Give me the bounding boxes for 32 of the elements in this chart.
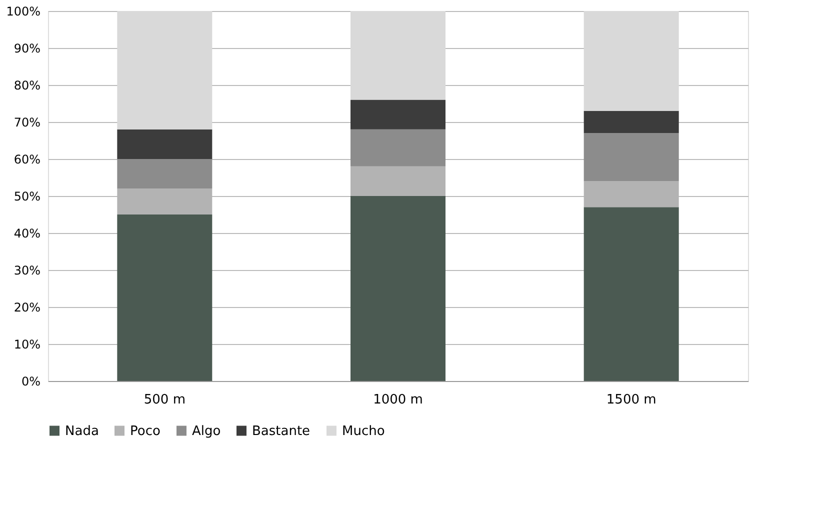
x-tick-label: 1500 m — [606, 392, 656, 408]
y-tick-label: 30% — [14, 264, 40, 278]
y-tick-label: 40% — [14, 226, 40, 240]
y-tick-label: 10% — [14, 338, 40, 352]
y-tick-label: 50% — [14, 190, 40, 204]
y-tick-label: 100% — [6, 4, 40, 18]
bar — [117, 159, 212, 189]
bar — [350, 11, 446, 100]
x-tick-label: 1000 m — [373, 392, 423, 408]
bar — [117, 129, 212, 159]
y-tick-label: 90% — [14, 42, 40, 56]
bar — [350, 166, 446, 196]
bar — [584, 207, 679, 381]
bar — [117, 11, 212, 130]
y-tick-label: 70% — [14, 116, 40, 130]
legend-label: Bastante — [252, 424, 310, 439]
bar — [584, 110, 679, 134]
y-tick-label: 60% — [14, 152, 40, 166]
legend-label: Poco — [130, 424, 160, 439]
legend-label: Nada — [65, 424, 99, 439]
y-tick-label: 20% — [14, 300, 40, 314]
legend-label: Mucho — [342, 424, 385, 439]
bar — [350, 196, 446, 381]
bar — [584, 133, 679, 182]
bar — [350, 100, 446, 130]
y-tick-label: 80% — [14, 78, 40, 92]
y-tick-label: 0% — [21, 374, 40, 388]
legend-label: Algo — [192, 424, 221, 439]
bar — [350, 129, 446, 166]
bar — [117, 214, 212, 381]
bar — [584, 11, 679, 111]
x-tick-label: 500 m — [144, 392, 186, 408]
